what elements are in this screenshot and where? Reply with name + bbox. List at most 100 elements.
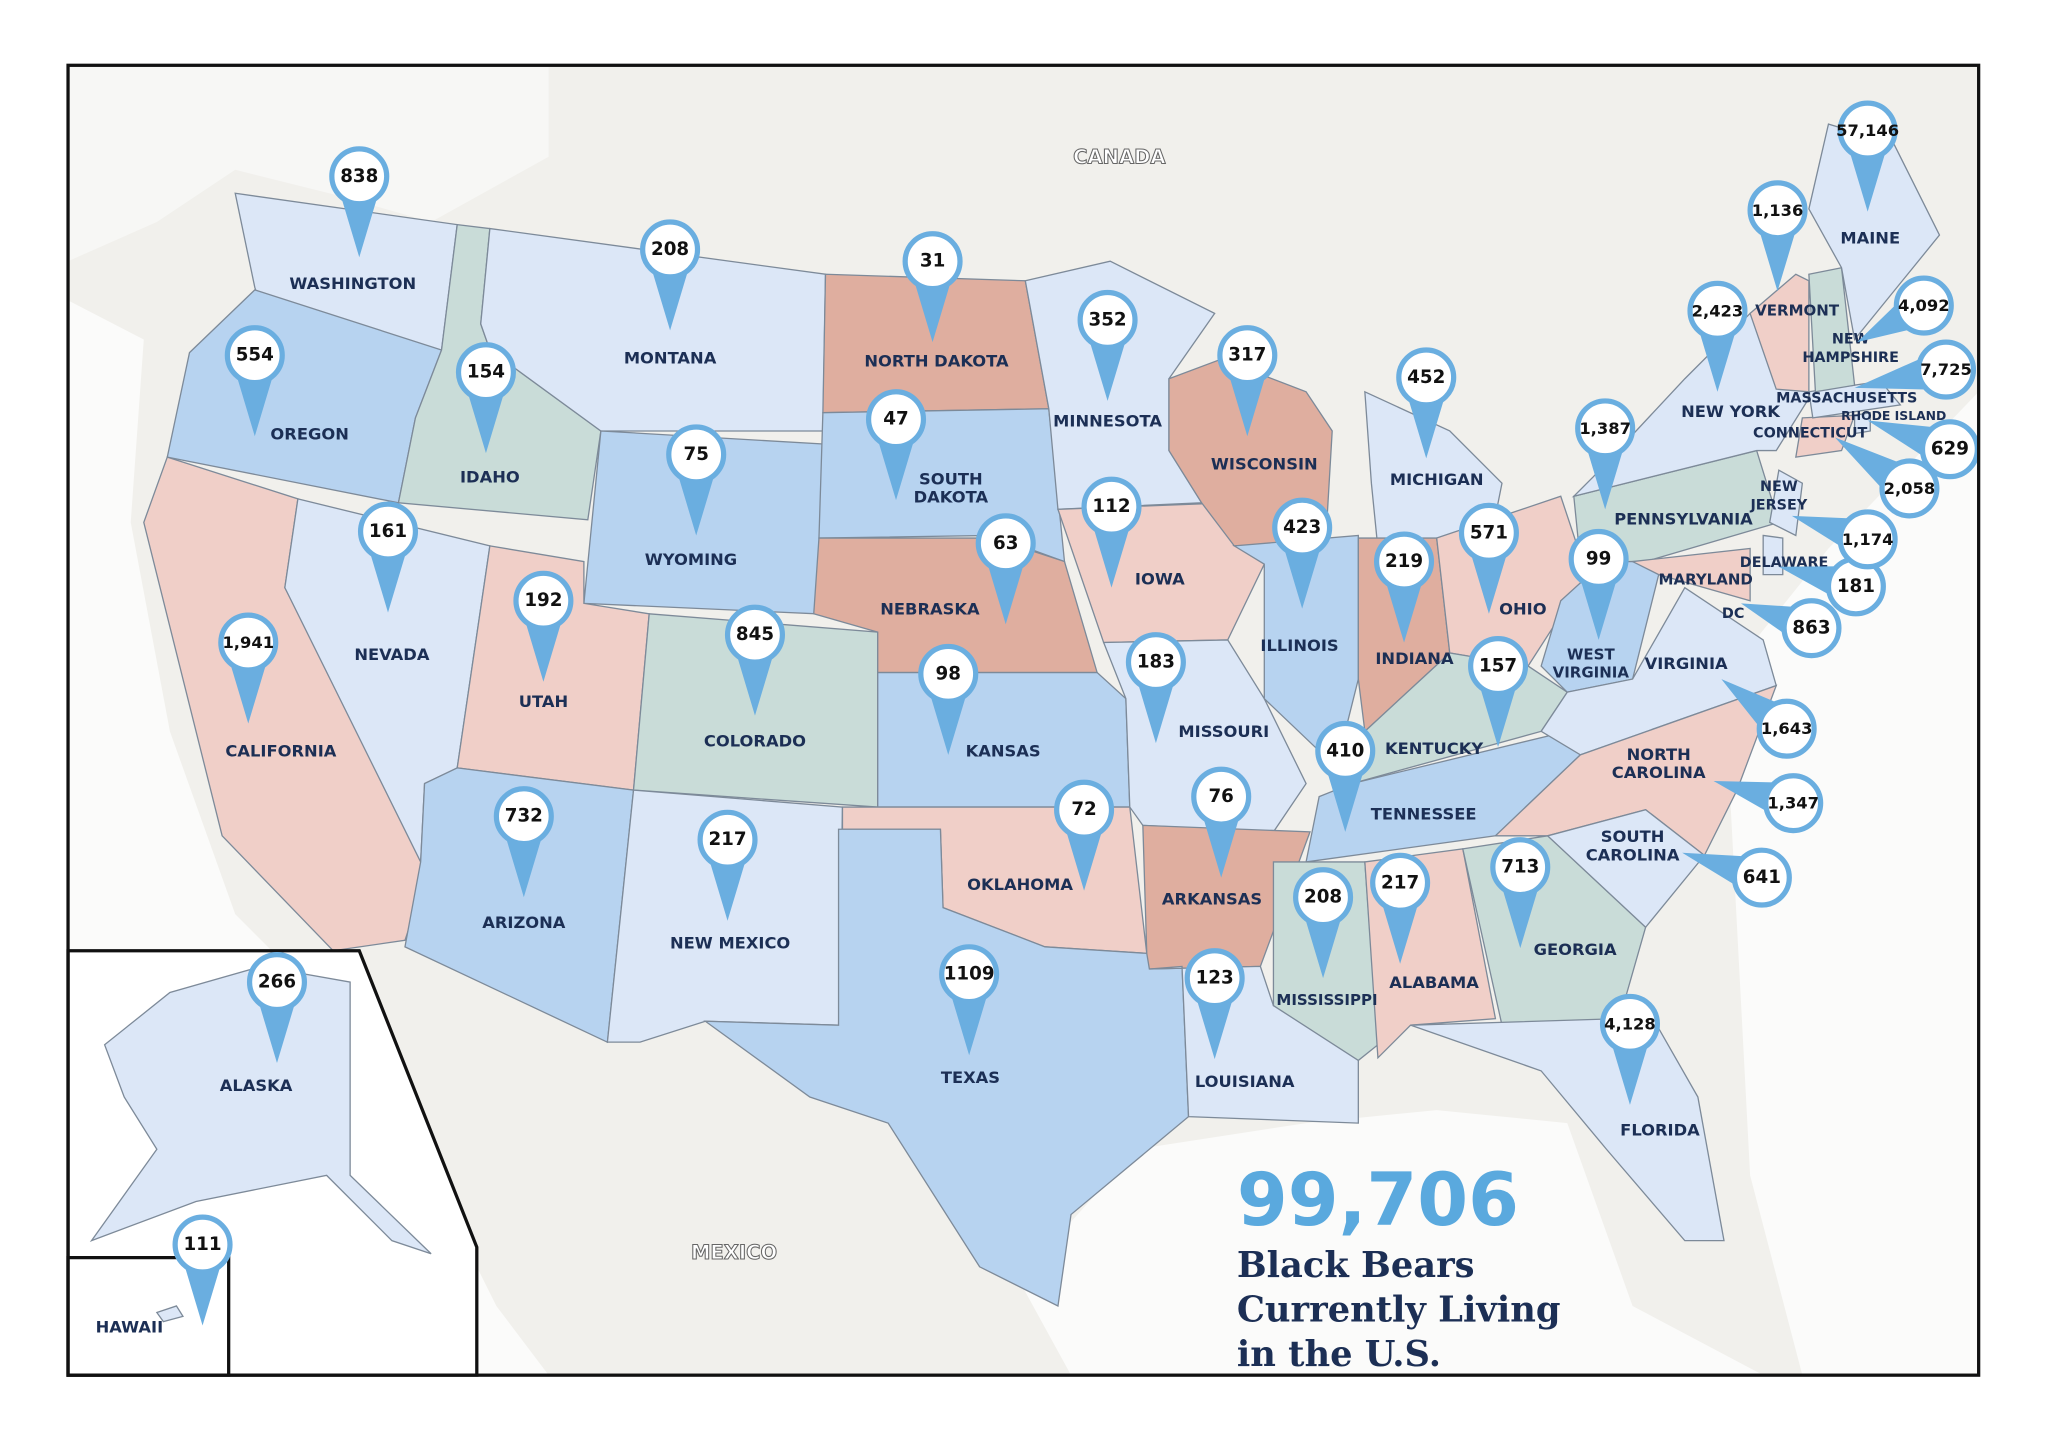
pin: 1,174 xyxy=(1791,509,1898,570)
pin: 352 xyxy=(1077,289,1138,401)
pin: 410 xyxy=(1315,720,1376,832)
pin-tail xyxy=(1585,444,1625,510)
state xyxy=(1795,414,1856,458)
state-name: TENNESSEE xyxy=(1371,804,1477,823)
caption-line: in the U.S. xyxy=(1237,1334,1441,1375)
pin: 629 xyxy=(1867,419,1980,480)
state-name: COLORADO xyxy=(704,731,806,750)
state-name: GEORGIA xyxy=(1534,940,1617,959)
pin: 57,146 xyxy=(1836,100,1899,212)
state-name: MICHIGAN xyxy=(1390,470,1484,489)
state-name: INDIANA xyxy=(1375,649,1454,668)
state xyxy=(1853,411,1871,435)
state-name: MASSACHUSETTS xyxy=(1776,390,1917,406)
pin-count: 7,725 xyxy=(1920,360,1972,379)
pin-head xyxy=(939,944,1000,1005)
pin-head xyxy=(1731,847,1792,908)
pin-count: 183 xyxy=(1137,652,1175,673)
pin: 111 xyxy=(172,1214,233,1326)
pin-count: 1,941 xyxy=(222,633,274,652)
state-name: IOWA xyxy=(1135,569,1185,588)
pin-tail xyxy=(949,989,989,1056)
pin-tail xyxy=(1087,335,1128,401)
pin-tail xyxy=(1697,326,1738,392)
pin: 63 xyxy=(975,513,1036,625)
state-name: HAWAII xyxy=(96,1318,164,1337)
state-name: NEW HAMPSHIRE xyxy=(1802,332,1899,366)
pin: 2,058 xyxy=(1834,437,1940,519)
pin: 1,387 xyxy=(1575,398,1636,510)
pin-tail xyxy=(504,831,544,898)
pin-tail xyxy=(912,276,953,343)
water xyxy=(68,65,549,262)
state-name: SOUTH CAROLINA xyxy=(1586,827,1680,864)
pin-count: 181 xyxy=(1837,576,1875,597)
state xyxy=(1808,123,1941,342)
state-name: OREGON xyxy=(270,424,348,443)
state-name: ARKANSAS xyxy=(1162,889,1262,908)
pin-count: 2,423 xyxy=(1692,301,1744,320)
pin-tail xyxy=(228,658,268,724)
pin: 713 xyxy=(1490,837,1551,949)
pin-head xyxy=(455,342,516,403)
pin-head xyxy=(902,231,963,292)
pin-count: 192 xyxy=(524,590,562,611)
pin: 123 xyxy=(1184,948,1245,1060)
pin-tail xyxy=(1500,882,1540,949)
pin-count: 123 xyxy=(1196,968,1234,989)
pin-head xyxy=(1747,180,1808,241)
gulf xyxy=(1018,1110,1764,1376)
state-name: MISSOURI xyxy=(1178,722,1269,741)
state xyxy=(1768,469,1804,537)
state-name: ILLINOIS xyxy=(1260,636,1338,655)
state xyxy=(1808,266,1856,393)
pin-count: 629 xyxy=(1931,439,1969,460)
pin-head xyxy=(1915,339,1977,400)
pin-head xyxy=(513,570,574,631)
pin-count: 838 xyxy=(340,166,378,187)
pin-head xyxy=(1217,325,1278,386)
pin: 641 xyxy=(1682,847,1792,908)
pin-tail xyxy=(368,547,408,613)
state xyxy=(155,1305,184,1323)
state-name: SOUTH DAKOTA xyxy=(914,469,989,506)
pin-count: 63 xyxy=(993,533,1018,554)
pin: 98 xyxy=(918,643,979,755)
state-name: OKLAHOMA xyxy=(967,875,1073,894)
pin-tail xyxy=(257,997,297,1064)
pin-count: 219 xyxy=(1385,551,1423,572)
pin-head xyxy=(1293,867,1354,928)
pin-count: 266 xyxy=(258,972,296,993)
pin: 217 xyxy=(1370,852,1431,964)
pin-head xyxy=(1081,476,1142,537)
state-name: MINNESOTA xyxy=(1053,411,1162,430)
pin: 266 xyxy=(246,952,308,1064)
pin: 1109 xyxy=(939,944,1000,1056)
dc-label: DC xyxy=(1722,606,1744,622)
state-name: ALASKA xyxy=(220,1076,293,1095)
pin: 4,092 xyxy=(1857,275,1954,343)
pin-head xyxy=(1125,632,1186,693)
pin-head xyxy=(1396,347,1457,408)
pin-head xyxy=(1315,720,1376,781)
pin-head xyxy=(724,604,786,665)
pin-head xyxy=(1781,598,1842,659)
pin-tail xyxy=(1380,898,1420,964)
state-name: IDAHO xyxy=(460,467,520,486)
pin: 452 xyxy=(1396,347,1457,459)
pin: 1,643 xyxy=(1721,679,1817,759)
pin-count: 1,174 xyxy=(1842,530,1894,549)
pin-count: 217 xyxy=(708,829,746,850)
pin: 845 xyxy=(724,604,786,716)
pin: 732 xyxy=(493,786,554,898)
pin: 154 xyxy=(455,342,516,454)
state-name: MONTANA xyxy=(624,349,717,368)
pin: 1,347 xyxy=(1713,773,1824,834)
pin-head xyxy=(1575,398,1636,459)
pin: 208 xyxy=(1293,867,1354,979)
pin-tail xyxy=(339,191,379,258)
pin: 571 xyxy=(1458,502,1519,614)
pin: 157 xyxy=(1468,636,1529,748)
pin-tail xyxy=(735,650,775,716)
state-name: WASHINGTON xyxy=(289,274,416,293)
